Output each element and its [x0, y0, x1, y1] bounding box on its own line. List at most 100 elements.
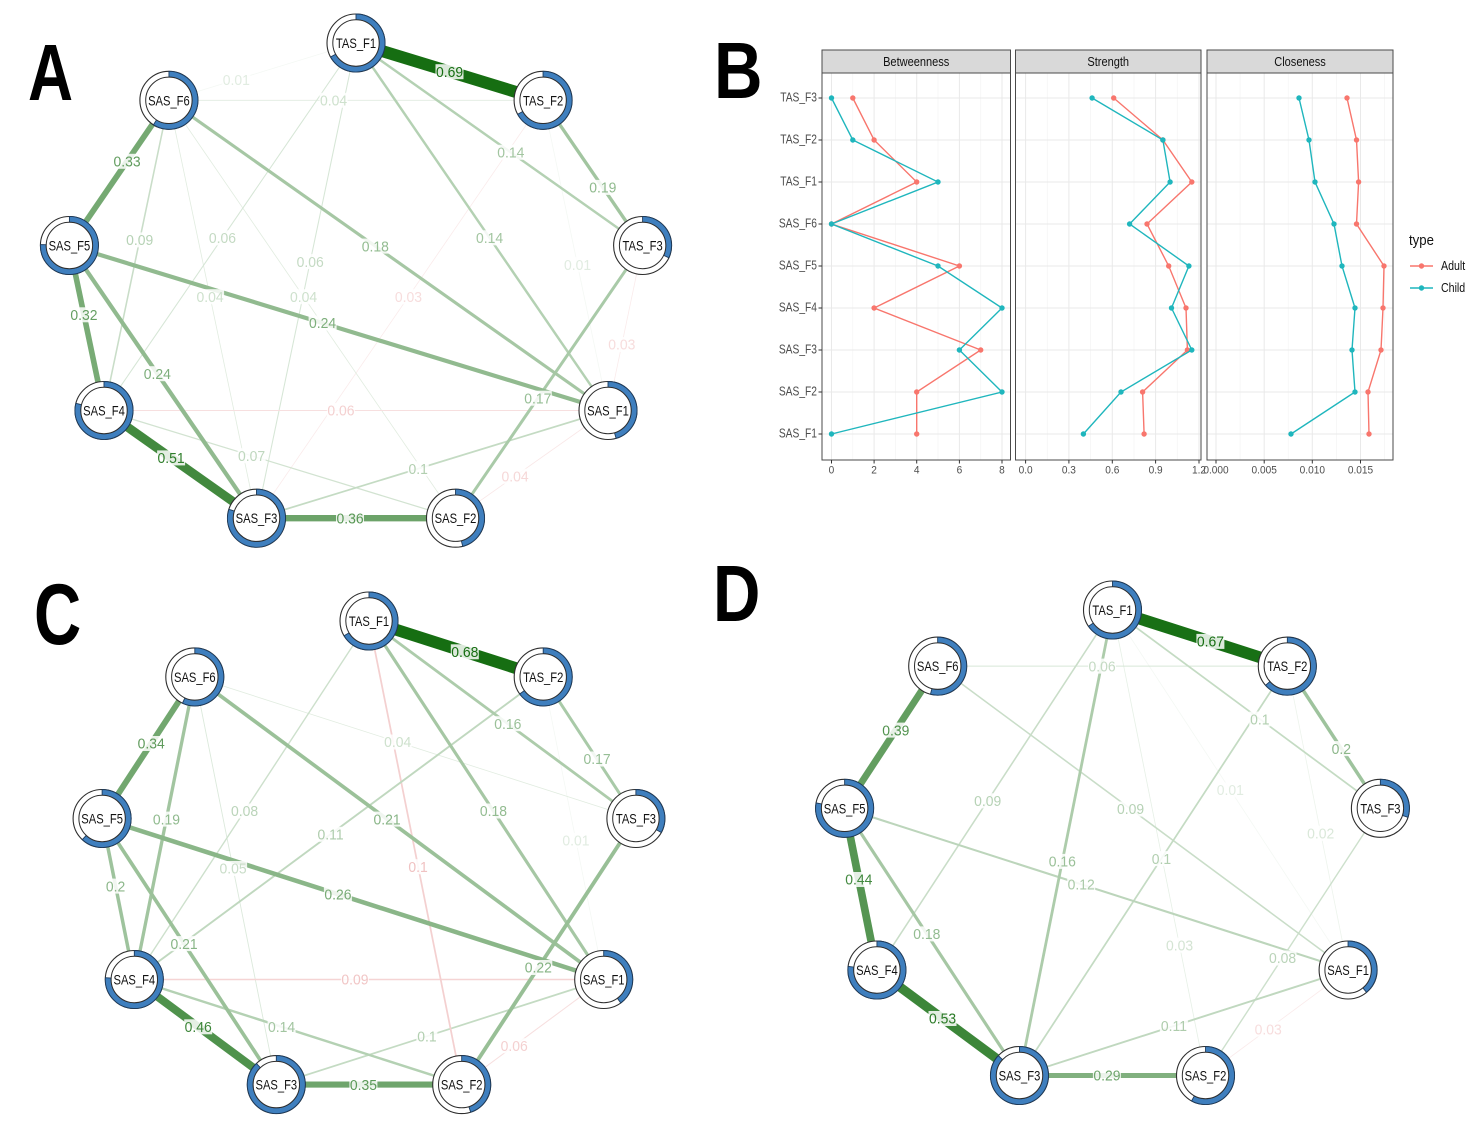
svg-text:0.06: 0.06	[327, 403, 354, 420]
svg-text:Closeness: Closeness	[1274, 54, 1326, 69]
svg-text:2: 2	[871, 464, 877, 476]
svg-text:0.015: 0.015	[1348, 464, 1373, 476]
svg-text:0.06: 0.06	[501, 1038, 528, 1055]
svg-text:0.2: 0.2	[1332, 741, 1351, 758]
svg-text:0.18: 0.18	[362, 239, 389, 256]
svg-text:0.1: 0.1	[417, 1029, 436, 1046]
svg-text:SAS_F1: SAS_F1	[779, 428, 817, 441]
svg-text:0.09: 0.09	[126, 233, 153, 250]
svg-text:SAS_F6: SAS_F6	[779, 218, 817, 231]
svg-text:0.000: 0.000	[1203, 464, 1228, 476]
svg-text:TAS_F2: TAS_F2	[1267, 659, 1307, 674]
svg-text:8: 8	[999, 464, 1005, 476]
svg-text:Child: Child	[1441, 281, 1465, 295]
svg-text:type: type	[1409, 231, 1434, 248]
svg-text:0.06: 0.06	[209, 231, 236, 248]
svg-text:SAS_F4: SAS_F4	[779, 302, 818, 315]
svg-text:0.01: 0.01	[1217, 783, 1244, 800]
svg-text:TAS_F1: TAS_F1	[1092, 603, 1132, 618]
svg-text:0.01: 0.01	[223, 72, 250, 89]
svg-text:0.24: 0.24	[144, 366, 171, 383]
svg-text:0.22: 0.22	[525, 960, 552, 977]
svg-text:0.11: 0.11	[1161, 1019, 1187, 1036]
svg-text:0.04: 0.04	[197, 289, 224, 306]
svg-text:6: 6	[957, 464, 963, 476]
svg-text:0.34: 0.34	[138, 736, 165, 753]
svg-text:0.69: 0.69	[436, 64, 463, 81]
svg-text:0.04: 0.04	[501, 469, 528, 486]
svg-text:0.6: 0.6	[1105, 464, 1119, 476]
svg-text:0.1: 0.1	[409, 461, 428, 478]
svg-text:SAS_F3: SAS_F3	[236, 511, 278, 526]
svg-text:TAS_F1: TAS_F1	[336, 36, 376, 51]
svg-text:0.19: 0.19	[153, 812, 180, 829]
svg-text:0.9: 0.9	[1149, 464, 1163, 476]
svg-text:B: B	[714, 25, 763, 115]
svg-text:0.1: 0.1	[1152, 851, 1171, 868]
svg-text:TAS_F2: TAS_F2	[780, 134, 817, 147]
svg-text:TAS_F2: TAS_F2	[523, 670, 563, 685]
svg-text:TAS_F3: TAS_F3	[623, 238, 663, 253]
svg-text:Betweenness: Betweenness	[883, 54, 949, 69]
svg-text:0.01: 0.01	[564, 257, 591, 274]
svg-text:0.36: 0.36	[336, 511, 363, 528]
svg-text:D: D	[713, 549, 760, 639]
svg-text:0.06: 0.06	[1088, 659, 1115, 676]
svg-text:1.2: 1.2	[1192, 464, 1206, 476]
svg-text:0.17: 0.17	[583, 752, 610, 769]
svg-text:0.09: 0.09	[1117, 802, 1144, 819]
svg-text:0.32: 0.32	[70, 308, 97, 325]
svg-text:0.005: 0.005	[1252, 464, 1277, 476]
svg-text:0.16: 0.16	[1049, 854, 1076, 871]
svg-text:0.14: 0.14	[497, 145, 524, 162]
svg-text:0: 0	[829, 464, 835, 476]
svg-text:0.09: 0.09	[974, 794, 1001, 811]
svg-text:TAS_F3: TAS_F3	[616, 811, 656, 826]
svg-text:SAS_F3: SAS_F3	[779, 344, 817, 357]
svg-text:0.08: 0.08	[231, 804, 258, 821]
svg-text:0.26: 0.26	[324, 887, 351, 904]
svg-text:SAS_F1: SAS_F1	[583, 972, 625, 987]
svg-text:0.010: 0.010	[1300, 464, 1325, 476]
svg-text:0.39: 0.39	[882, 723, 909, 740]
svg-text:0.46: 0.46	[185, 1020, 212, 1037]
svg-text:SAS_F3: SAS_F3	[999, 1068, 1041, 1083]
svg-text:SAS_F2: SAS_F2	[441, 1077, 483, 1092]
svg-text:SAS_F5: SAS_F5	[49, 238, 91, 253]
svg-text:0.35: 0.35	[350, 1077, 377, 1094]
svg-text:0.03: 0.03	[395, 289, 422, 306]
svg-text:SAS_F1: SAS_F1	[587, 403, 629, 418]
svg-text:SAS_F5: SAS_F5	[824, 801, 866, 816]
svg-text:SAS_F5: SAS_F5	[81, 811, 123, 826]
svg-text:0.1: 0.1	[1250, 712, 1269, 729]
svg-text:0.3: 0.3	[1062, 464, 1076, 476]
svg-text:0.21: 0.21	[373, 812, 400, 829]
svg-text:TAS_F2: TAS_F2	[523, 93, 563, 108]
svg-text:0.24: 0.24	[309, 316, 336, 333]
svg-text:SAS_F3: SAS_F3	[255, 1077, 297, 1092]
svg-text:SAS_F1: SAS_F1	[1327, 963, 1369, 978]
svg-text:SAS_F2: SAS_F2	[1185, 1068, 1227, 1083]
svg-text:0.04: 0.04	[320, 93, 347, 110]
svg-text:0.06: 0.06	[297, 254, 324, 271]
svg-text:TAS_F1: TAS_F1	[349, 614, 389, 629]
svg-text:0.16: 0.16	[494, 716, 521, 733]
svg-text:0.05: 0.05	[220, 861, 247, 878]
svg-text:SAS_F6: SAS_F6	[148, 93, 190, 108]
svg-text:SAS_F5: SAS_F5	[779, 260, 817, 273]
svg-text:0.14: 0.14	[476, 231, 503, 248]
svg-text:0.12: 0.12	[1068, 877, 1095, 894]
svg-text:0.2: 0.2	[106, 879, 125, 896]
svg-text:0.14: 0.14	[268, 1020, 295, 1037]
svg-text:SAS_F4: SAS_F4	[83, 403, 125, 418]
svg-text:SAS_F4: SAS_F4	[856, 963, 898, 978]
svg-text:0.18: 0.18	[913, 927, 940, 944]
svg-text:0.01: 0.01	[562, 833, 589, 850]
svg-text:0.07: 0.07	[238, 448, 265, 465]
svg-text:0.51: 0.51	[158, 451, 185, 468]
svg-text:TAS_F1: TAS_F1	[780, 176, 817, 189]
svg-text:0.29: 0.29	[1093, 1068, 1120, 1085]
svg-text:Strength: Strength	[1087, 54, 1129, 69]
svg-text:0.33: 0.33	[114, 154, 141, 171]
svg-text:A: A	[28, 29, 73, 118]
